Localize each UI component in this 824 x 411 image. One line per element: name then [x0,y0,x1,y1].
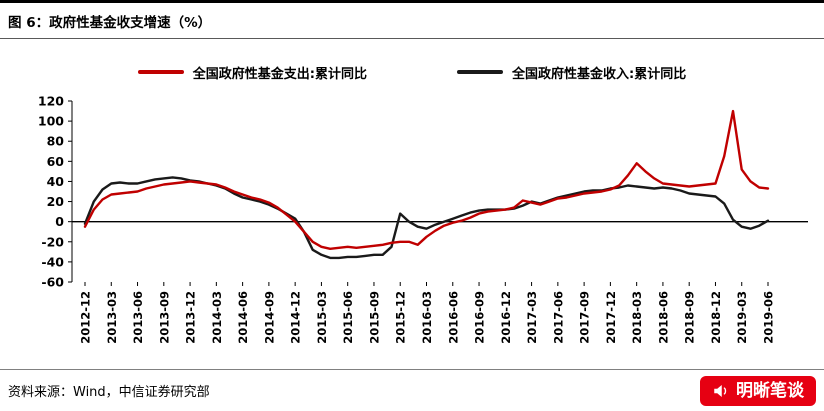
x-axis-label: 2013-06 [131,291,145,344]
x-axis-label: 2014-12 [289,291,303,344]
x-axis-label: 2015-09 [367,291,381,344]
x-axis-label: 2019-03 [735,291,749,344]
x-axis-label: 2017-03 [525,291,539,344]
y-axis-label: 60 [47,154,65,169]
x-axis-label: 2017-06 [551,291,565,344]
x-axis-label: 2019-06 [762,291,776,344]
x-axis-label: 2018-03 [630,291,644,344]
x-axis-label: 2014-09 [262,291,276,344]
x-axis-label: 2016-06 [446,291,460,344]
legend-item: 全国政府性基金支出:累计同比 [137,63,367,82]
y-axis-label: -60 [41,275,64,290]
x-axis-label: 2018-12 [709,291,723,344]
x-axis-label: 2015-12 [394,291,408,344]
y-axis-label: 80 [47,134,65,149]
y-axis-label: 20 [47,194,65,209]
y-axis-label: -40 [41,254,64,269]
x-axis-label: 2018-09 [683,291,697,344]
watermark-text: 明晰笔谈 [736,380,804,401]
x-axis-label: 2018-06 [656,291,670,344]
x-axis-label: 2016-12 [499,291,513,344]
legend-label: 全国政府性基金支出:累计同比 [192,66,367,82]
series-line [83,176,770,260]
x-axis-label: 2012-12 [79,291,93,344]
x-axis-label: 2016-03 [420,291,434,344]
y-axis-label: 0 [55,214,64,229]
x-axis-label: 2015-06 [341,291,355,344]
x-axis-label: 2013-03 [105,291,119,344]
footer: 资料来源：Wind，中信证券研究部 明晰笔谈 [0,369,824,411]
x-axis-label: 2016-09 [473,291,487,344]
megaphone-icon [714,385,727,397]
legend: 全国政府性基金支出:累计同比 全国政府性基金收入:累计同比 [0,63,824,82]
legend-item: 全国政府性基金收入:累计同比 [457,63,686,82]
figure-title-row: 图 6：政府性基金收支增速（%） [0,3,824,39]
legend-line-swatch [457,70,503,74]
x-axis-label: 2014-03 [210,291,224,344]
x-axis-label: 2017-09 [578,291,592,344]
x-axis-label: 2015-03 [315,291,329,344]
x-axis-label: 2017-12 [604,291,618,344]
figure-title: 图 6：政府性基金收支增速（%） [8,15,212,31]
legend-line-swatch [137,70,184,74]
series-line [83,109,770,251]
x-axis-label: 2013-09 [157,291,171,344]
y-axis-label: 120 [38,94,64,109]
legend-label: 全国政府性基金收入:累计同比 [512,66,687,82]
watermark-badge: 明晰笔谈 [700,376,816,406]
y-axis-label: 40 [47,174,65,189]
x-axis-label: 2014-06 [236,291,250,344]
line-chart: 120 100 80 60 40 20 0 -20 -40 -60 2012-12 2013-03 20… [38,94,808,344]
source-note: 资料来源：Wind，中信证券研究部 [8,385,210,400]
y-axis-label: 100 [38,114,64,129]
y-axis-label: -20 [41,234,64,249]
x-axis-label: 2013-12 [184,291,198,344]
